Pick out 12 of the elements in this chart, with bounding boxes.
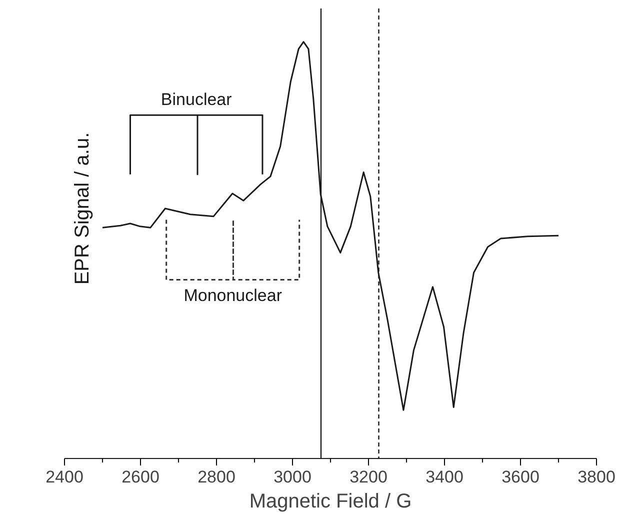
x-tick-label: 2800 (198, 468, 236, 486)
annotation: Mononuclear (184, 286, 282, 305)
x-tick-label: 3800 (578, 468, 616, 486)
x-tick-label: 2400 (46, 468, 84, 486)
x-tick-label: 3200 (350, 468, 388, 486)
x-tick-label: 2600 (122, 468, 160, 486)
x-tick-label: 3600 (502, 468, 540, 486)
x-tick-label: 3400 (426, 468, 464, 486)
annotation: Binuclear (160, 90, 232, 110)
x-axis-title: Magnetic Field / G (249, 490, 412, 512)
y-axis-title: EPR Signal / a.u. (72, 132, 94, 285)
x-tick-label: 3000 (274, 468, 312, 486)
